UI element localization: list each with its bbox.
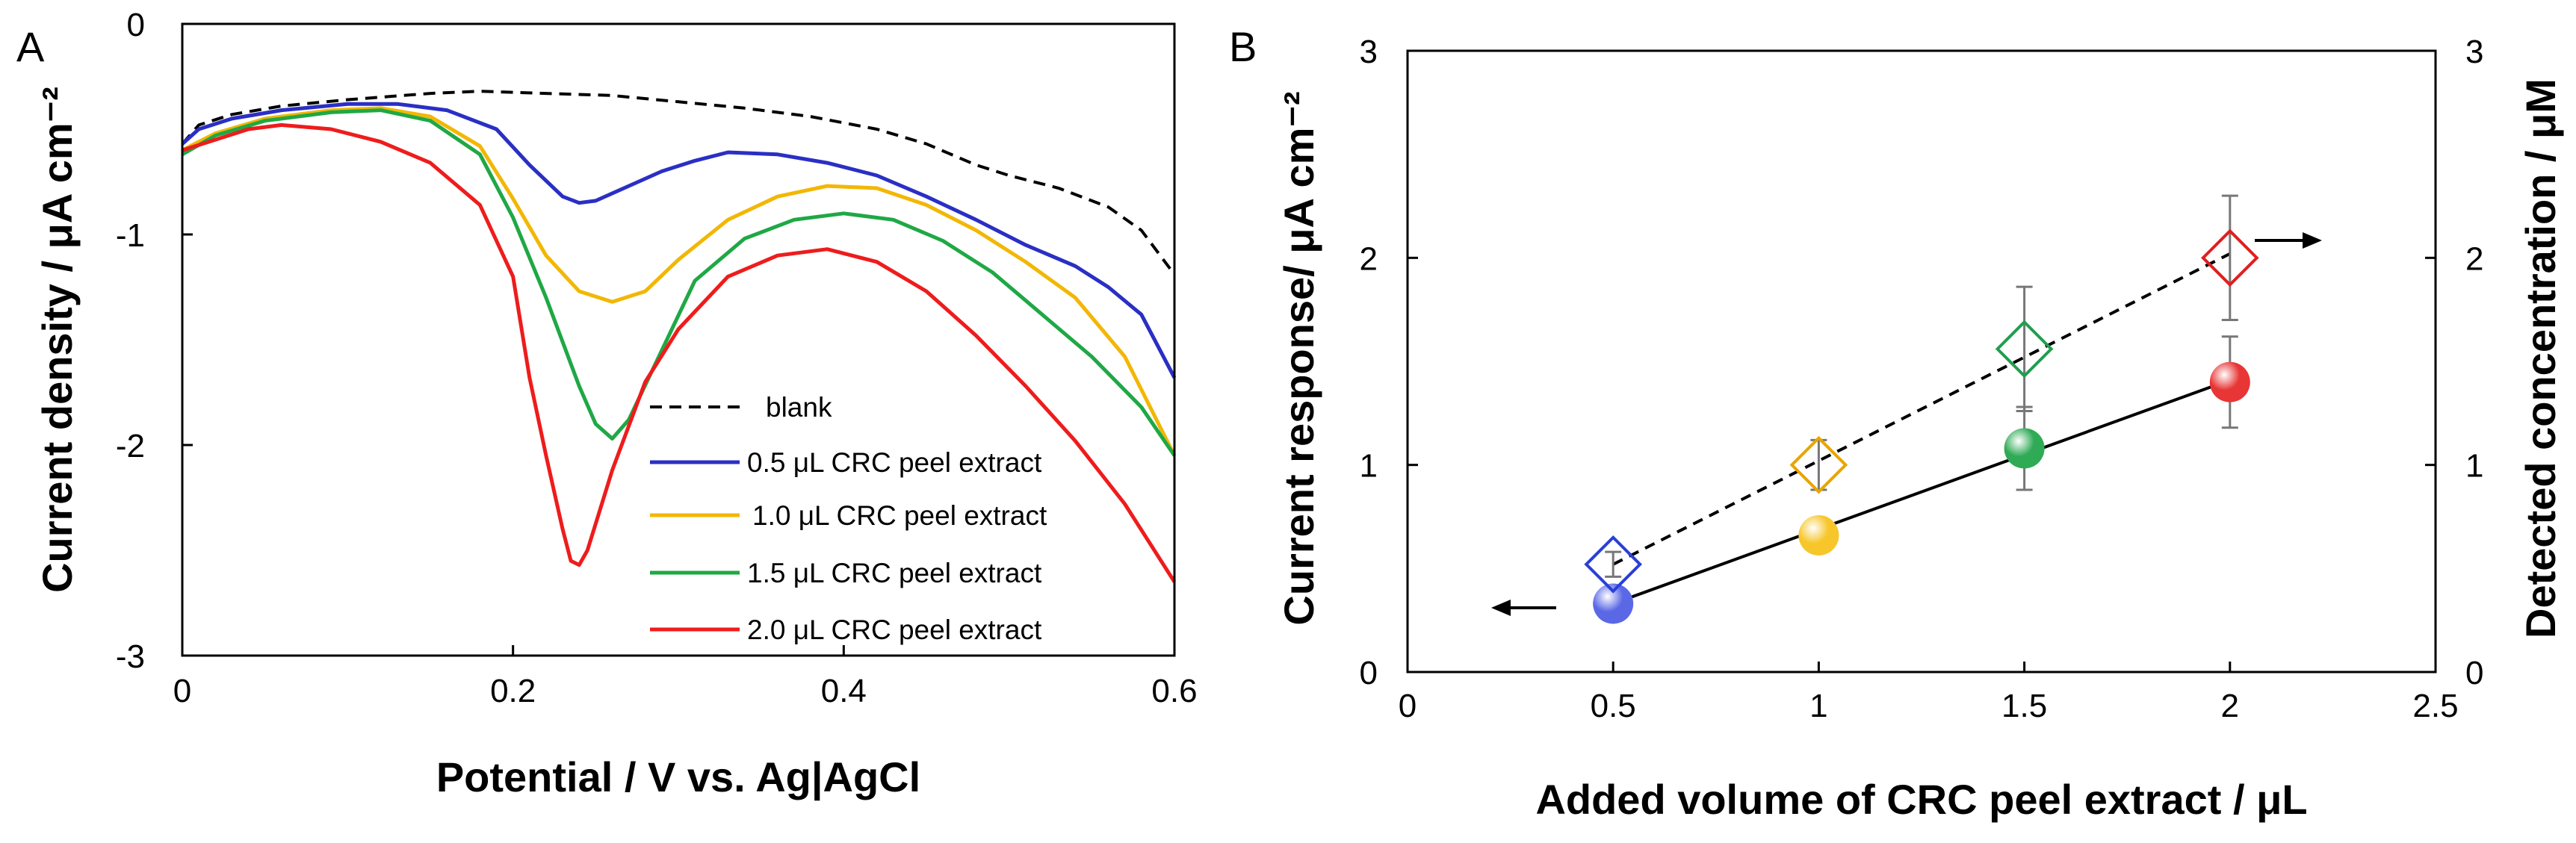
legend-label-0-5ul: 0.5 μL CRC peel extract bbox=[747, 447, 1042, 478]
panel-a-plot-frame bbox=[181, 22, 1176, 657]
b-y-tick-label-right: 2 bbox=[2465, 240, 2483, 277]
panel-a-x-ticks: 0 0.2 0.4 0.6 bbox=[173, 645, 1198, 709]
a-y-tick-label: -2 bbox=[116, 428, 145, 464]
panel-b-y-ticks-left: 0 1 2 3 bbox=[1360, 34, 1418, 691]
a-y-tick-label: -3 bbox=[116, 638, 145, 675]
b-y-tick-label-left: 2 bbox=[1360, 240, 1378, 277]
b-y-tick-label-left: 0 bbox=[1360, 655, 1378, 691]
concentration-point bbox=[1789, 435, 1848, 494]
concentration-point bbox=[1995, 320, 2054, 379]
a-y-tick-label: -1 bbox=[116, 217, 145, 254]
series-line-2 bbox=[181, 106, 1177, 457]
panel-b-x-ticks: 0 0.5 1 1.5 2 2.5 bbox=[1399, 662, 2459, 724]
panel-a-x-axis-title: Potential / V vs. Ag|AgCl bbox=[436, 753, 920, 801]
current-point bbox=[1798, 514, 1839, 556]
series-line-3 bbox=[181, 108, 1177, 457]
arrow-left-head bbox=[1491, 600, 1511, 616]
b-x-tick-label: 2.5 bbox=[2412, 688, 2458, 724]
current-point bbox=[1593, 583, 1634, 624]
b-y-tick-label-left: 1 bbox=[1360, 448, 1378, 485]
b-y-tick-label-right: 1 bbox=[2465, 448, 2483, 485]
panel-a: A 0 0.2 0.4 0.6 0 -1 -2 -3 blank 0.5 μL CRC pe… bbox=[16, 7, 1198, 801]
panel-b-plot-frame bbox=[1406, 49, 2437, 674]
concentration-point bbox=[2200, 228, 2259, 287]
legend-label-1-0ul: 1.0 μL CRC peel extract bbox=[752, 500, 1047, 531]
panel-b-y-axis-title-right: Detected concentration / μM bbox=[2517, 78, 2564, 638]
panel-a-label: A bbox=[16, 23, 45, 70]
b-x-tick-label: 1 bbox=[1809, 688, 1827, 724]
panel-b-y-axis-title-left: Current response/ μA cm⁻² bbox=[1275, 91, 1322, 625]
b-x-tick-label: 1.5 bbox=[2001, 688, 2047, 724]
b-x-tick-label: 0 bbox=[1399, 688, 1417, 724]
panel-a-y-ticks: 0 -1 -2 -3 bbox=[116, 7, 193, 675]
a-x-tick-label: 0.2 bbox=[490, 673, 536, 709]
concentration-point bbox=[1584, 535, 1643, 594]
b-x-tick-label: 2 bbox=[2221, 688, 2239, 724]
legend-label-2-0ul: 2.0 μL CRC peel extract bbox=[747, 615, 1042, 645]
legend-label-1-5ul: 1.5 μL CRC peel extract bbox=[747, 558, 1042, 588]
b-y-tick-label-right: 3 bbox=[2465, 34, 2483, 70]
a-x-tick-label: 0.4 bbox=[821, 673, 867, 709]
series-line-1 bbox=[181, 102, 1177, 379]
a-x-tick-label: 0.6 bbox=[1151, 673, 1197, 709]
panel-b: B 0 0.5 1 1.5 2 2.5 0 1 2 3 0 1 2 3 Added volume of… bbox=[1229, 23, 2564, 823]
series-line-4 bbox=[182, 122, 1177, 583]
panel-b-fit-lines bbox=[1612, 252, 2231, 606]
panel-b-y-ticks-right: 0 1 2 3 bbox=[2425, 34, 2483, 691]
legend: blank 0.5 μL CRC peel extract 1.0 μL CRC… bbox=[650, 392, 1047, 645]
legend-label-blank: blank bbox=[766, 392, 832, 423]
arrow-right-axis bbox=[2255, 232, 2322, 249]
a-y-tick-label: 0 bbox=[127, 7, 145, 43]
arrow-right-head bbox=[2303, 232, 2322, 249]
series-line-0 bbox=[181, 90, 1176, 276]
b-y-tick-label-left: 3 bbox=[1360, 34, 1378, 70]
panel-b-label: B bbox=[1229, 23, 1257, 70]
panel-a-series-group bbox=[181, 90, 1177, 583]
panel-b-x-axis-title: Added volume of CRC peel extract / μL bbox=[1535, 776, 2307, 823]
current-point bbox=[2004, 428, 2045, 469]
a-x-tick-label: 0 bbox=[173, 673, 191, 709]
panel-a-y-axis-title: Current density / μA cm⁻² bbox=[34, 87, 81, 593]
panel-b-error-bars bbox=[1605, 194, 2238, 578]
arrow-left-axis bbox=[1491, 600, 1556, 616]
current-point bbox=[2209, 361, 2250, 402]
fit-line-1 bbox=[1612, 252, 2231, 566]
b-x-tick-label: 0.5 bbox=[1591, 688, 1636, 724]
panel-b-points bbox=[1584, 228, 2259, 624]
b-y-tick-label-right: 0 bbox=[2465, 655, 2483, 691]
fit-line-0 bbox=[1612, 379, 2231, 606]
